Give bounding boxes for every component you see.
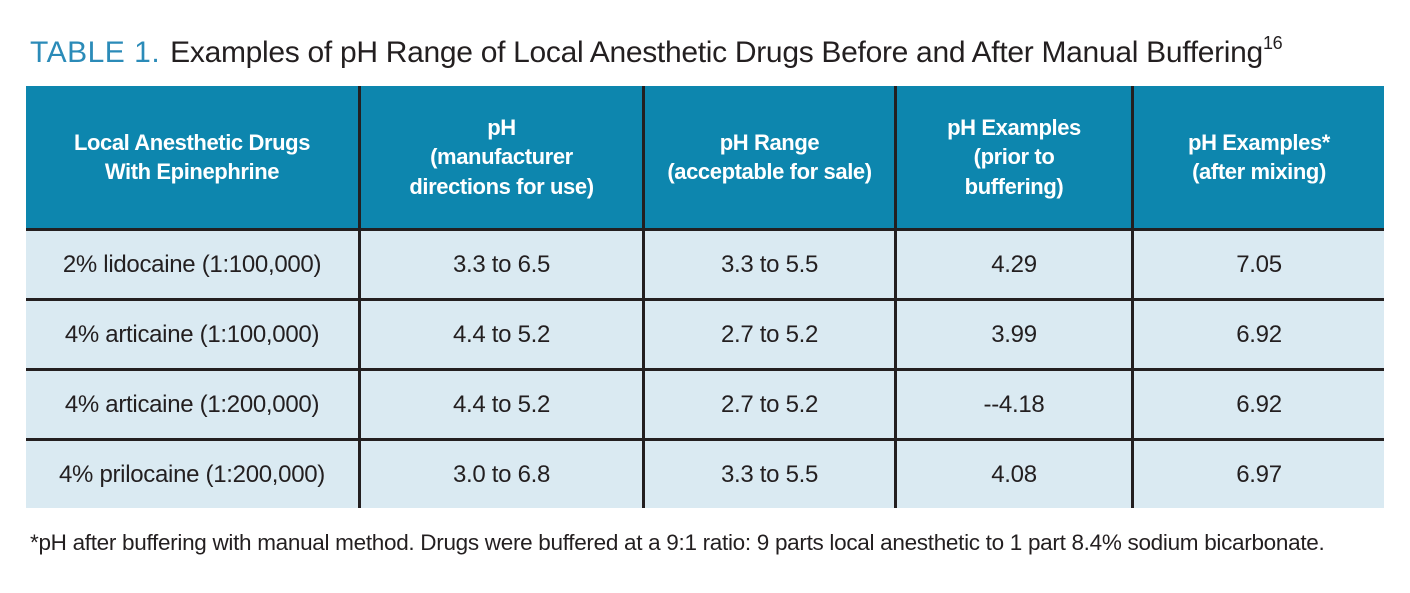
column-header-ph-manufacturer: pH (manufacturer directions for use) — [361, 86, 645, 228]
table-title-text: Examples of pH Range of Local Anesthetic… — [170, 36, 1263, 69]
table-header-row: Local Anesthetic Drugs With Epinephrine … — [26, 86, 1384, 228]
column-header-drug: Local Anesthetic Drugs With Epinephrine — [26, 86, 361, 228]
table-cell-ph-manufacturer: 3.3 to 6.5 — [361, 231, 645, 298]
table-row: 4% articaine (1:200,000) 4.4 to 5.2 2.7 … — [26, 368, 1384, 438]
table-cell-ph-prior: 3.99 — [897, 301, 1134, 368]
table-cell-ph-after: 6.92 — [1236, 390, 1282, 418]
table-cell-drug: 2% lidocaine (1:100,000) — [26, 231, 361, 298]
table-cell-ph-prior: --4.18 — [897, 371, 1134, 438]
column-header-ph-after-mixing: pH Examples* (after mixing) — [1188, 129, 1330, 184]
table-number-label: TABLE 1. — [30, 36, 161, 69]
table-cell-ph-prior: 4.08 — [897, 441, 1134, 508]
reference-superscript: 16 — [1262, 33, 1283, 53]
table-cell-ph-after: 7.05 — [1236, 250, 1282, 278]
table-cell-ph-after: 6.92 — [1236, 320, 1282, 348]
table-title: TABLE 1. Examples of pH Range of Local An… — [30, 22, 1400, 74]
table-cell-ph-range-sale: 2.7 to 5.2 — [645, 371, 897, 438]
table-cell-ph-range-sale: 2.7 to 5.2 — [645, 301, 897, 368]
table-cell-drug: 4% prilocaine (1:200,000) — [26, 441, 361, 508]
table-cell-drug: 4% articaine (1:100,000) — [26, 301, 361, 368]
column-header-ph-prior-buffering: pH Examples (prior to buffering) — [897, 86, 1134, 228]
table-cell-ph-range-sale: 3.3 to 5.5 — [645, 231, 897, 298]
table-cell-ph-after: 6.97 — [1236, 460, 1282, 488]
anesthetic-ph-table: Local Anesthetic Drugs With Epinephrine … — [26, 86, 1384, 508]
table-cell-ph-manufacturer: 3.0 to 6.8 — [361, 441, 645, 508]
table-row: 4% articaine (1:100,000) 4.4 to 5.2 2.7 … — [26, 298, 1384, 368]
table-cell-ph-manufacturer: 4.4 to 5.2 — [361, 301, 645, 368]
table-row: 2% lidocaine (1:100,000) 3.3 to 6.5 3.3 … — [26, 228, 1384, 298]
table-cell-ph-prior: 4.29 — [897, 231, 1134, 298]
table-cell-drug: 4% articaine (1:200,000) — [26, 371, 361, 438]
column-header-ph-range-sale: pH Range (acceptable for sale) — [645, 86, 897, 228]
table-row: 4% prilocaine (1:200,000) 3.0 to 6.8 3.3… — [26, 438, 1384, 508]
table-cell-ph-range-sale: 3.3 to 5.5 — [645, 441, 897, 508]
table-footnote: *pH after buffering with manual method. … — [30, 530, 1325, 555]
table-cell-ph-manufacturer: 4.4 to 5.2 — [361, 371, 645, 438]
